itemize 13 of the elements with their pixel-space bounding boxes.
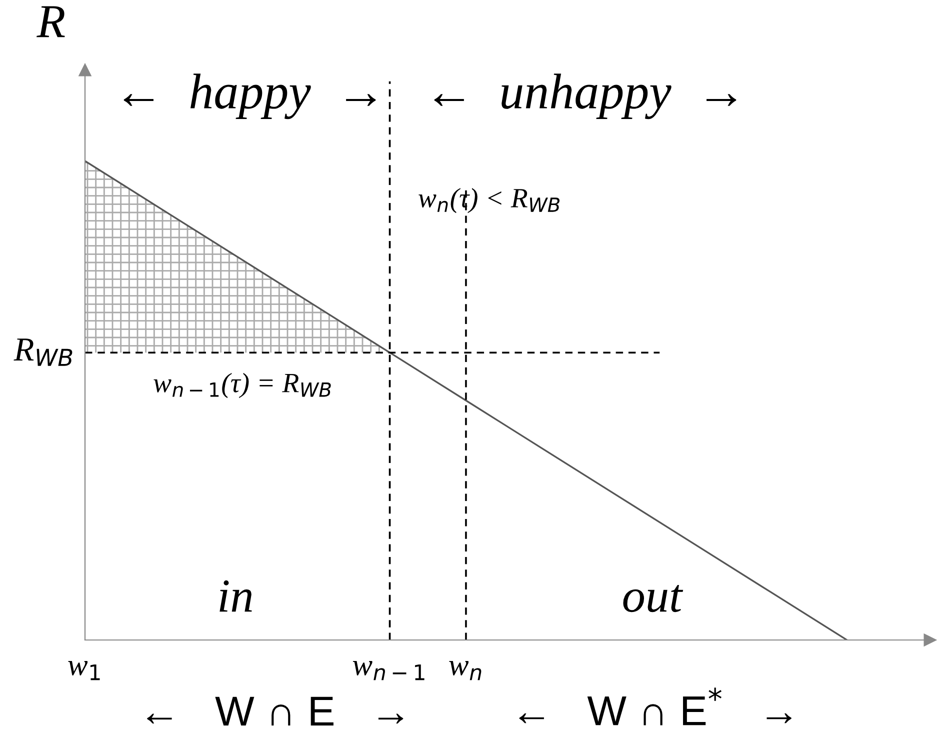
annotation: in [220, 580, 252, 612]
x-tick-label: w$_{1}$ [68, 661, 100, 680]
annotation: out [623, 585, 684, 612]
annotation: w$_{n}$(τ) < R$_{WB}$ [418, 188, 560, 214]
ref-line-label: R$_{WB}$ [14, 338, 72, 366]
y-axis-title: R [36, 6, 65, 38]
text: ← unhappy → [434, 74, 736, 120]
text: ← happy → [124, 74, 376, 120]
text: ← W ∩ E$^{*}$ → [519, 688, 792, 726]
x-tick-label: w$_{n}$ [449, 661, 482, 680]
annotation: w$_{n−1}$(τ) = R$_{WB}$ [154, 372, 331, 398]
x-tick-label: w$_{n−1}$ [352, 661, 424, 680]
text: ← W ∩ E → [147, 696, 404, 726]
